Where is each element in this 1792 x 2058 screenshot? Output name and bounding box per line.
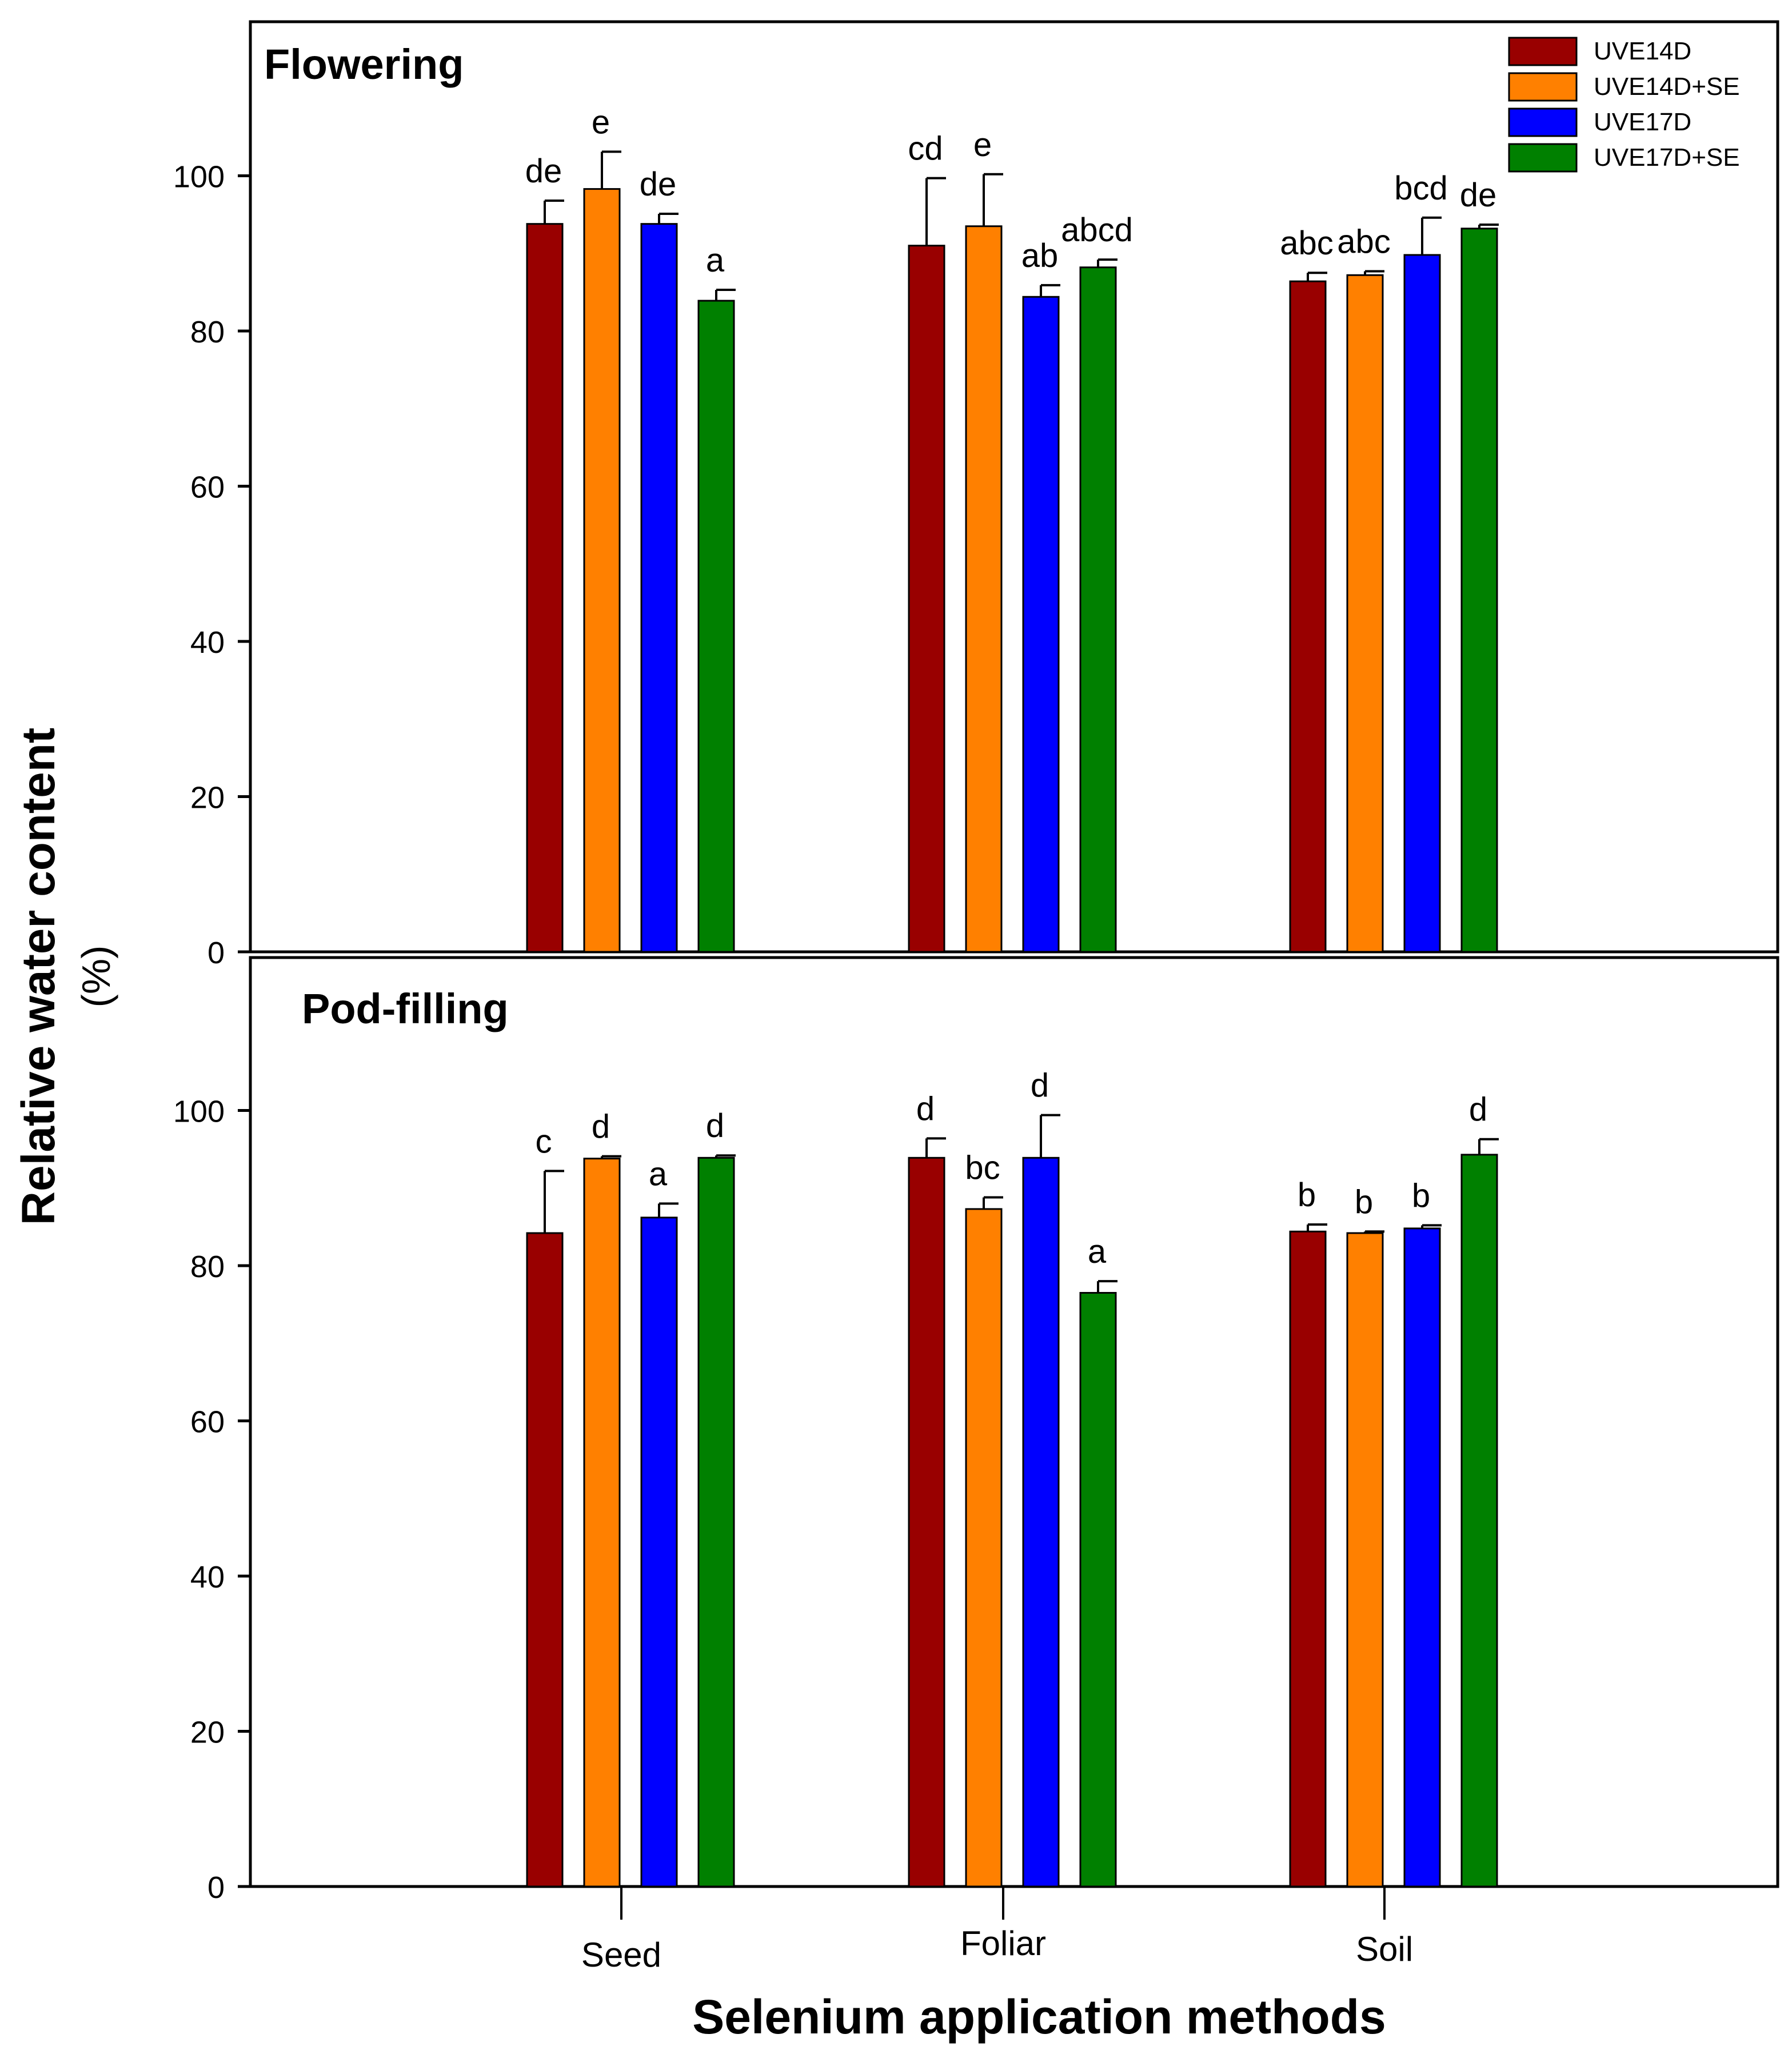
flowering-bar — [908, 245, 945, 953]
pod-filling-bar — [1289, 1230, 1327, 1888]
x-category-label: Foliar — [960, 1924, 1046, 1963]
pod-filling-significance-letter: b — [1298, 1176, 1316, 1214]
flowering-y-tick-label: 80 — [190, 315, 225, 349]
pod-filling-bar — [697, 1156, 735, 1888]
flowering-significance-letter: abcd — [1061, 212, 1133, 249]
flowering-bar — [1079, 266, 1117, 953]
legend-swatch-uve14d — [1508, 37, 1578, 66]
pod-filling-bar — [965, 1208, 1003, 1888]
legend-swatch-uve14d-se — [1508, 72, 1578, 102]
flowering-bar — [526, 223, 564, 953]
flowering-bar — [640, 223, 678, 953]
pod-filling-panel-title: Pod-filling — [302, 985, 509, 1032]
flowering-significance-letter: abc — [1280, 225, 1334, 262]
pod-filling-bar — [1022, 1156, 1060, 1888]
flowering-bar — [697, 300, 735, 953]
flowering-bar — [1289, 280, 1327, 953]
pod-filling-significance-letter: d — [916, 1090, 935, 1127]
pod-filling-bar — [1403, 1227, 1441, 1888]
x-category-label: Seed — [581, 1936, 661, 1974]
flowering-significance-letter: de — [525, 153, 562, 190]
flowering-bar — [1022, 296, 1060, 953]
pod-filling-significance-letter: bc — [965, 1150, 1000, 1187]
flowering-bar — [1460, 228, 1498, 953]
flowering-panel-title: Flowering — [264, 41, 464, 88]
y-axis-title: Relative water content — [13, 728, 65, 1225]
y-axis-title-line1: Relative water content — [13, 728, 65, 1225]
pod-filling-bar — [1346, 1232, 1384, 1888]
flowering-y-tick-label: 0 — [207, 936, 225, 970]
legend-label-uve17d-se: UVE17D+SE — [1594, 143, 1740, 172]
y-axis-title-line2: (%) — [74, 946, 118, 1008]
flowering-bar — [965, 225, 1003, 953]
pod-filling-y-tick-label: 40 — [190, 1560, 225, 1594]
pod-filling-bar — [1079, 1292, 1117, 1888]
pod-filling-significance-letter: c — [536, 1123, 552, 1160]
pod-filling-significance-letter: a — [649, 1155, 668, 1192]
flowering-significance-letter: bcd — [1394, 170, 1448, 207]
flowering-significance-letter: a — [706, 242, 725, 279]
pod-filling-y-tick-label: 60 — [190, 1405, 225, 1439]
legend-swatch-uve17d — [1508, 107, 1578, 137]
x-axis-title: Selenium application methods — [692, 1990, 1386, 2044]
y-axis-unit: (%) — [74, 946, 118, 1008]
flowering-y-tick-label: 20 — [190, 781, 225, 815]
legend-label-uve14d-se: UVE14D+SE — [1594, 73, 1740, 101]
flowering-bar — [1346, 274, 1384, 953]
flowering-y-tick-label: 60 — [190, 470, 225, 505]
pod-filling-significance-letter: a — [1088, 1233, 1107, 1270]
pod-filling-significance-letter: b — [1355, 1183, 1373, 1221]
flowering-bar — [583, 188, 621, 953]
legend-label-uve14d: UVE14D — [1594, 37, 1691, 65]
legend-label-uve17d: UVE17D — [1594, 108, 1691, 136]
pod-filling-bar — [1460, 1154, 1498, 1888]
pod-filling-y-tick-label: 0 — [207, 1870, 225, 1905]
pod-filling-bar — [908, 1156, 945, 1888]
pod-filling-significance-letter: d — [1031, 1067, 1049, 1104]
flowering-significance-letter: e — [973, 126, 992, 163]
flowering-significance-letter: abc — [1337, 223, 1391, 260]
flowering-y-tick-label: 40 — [190, 625, 225, 660]
legend-swatch-uve17d-se — [1508, 143, 1578, 173]
flowering-significance-letter: ab — [1021, 237, 1059, 274]
pod-filling-significance-letter: d — [1469, 1091, 1487, 1128]
pod-filling-y-tick-label: 80 — [190, 1250, 225, 1284]
pod-filling-bar — [583, 1158, 621, 1888]
pod-filling-bar — [640, 1217, 678, 1888]
pod-filling-y-tick-label: 20 — [190, 1716, 225, 1750]
axes-layer: 0 20 40 60 80 100 0 20 40 60 80 100 Seed Foliar Soil — [173, 160, 1413, 1975]
pod-filling-significance-letter: d — [592, 1108, 610, 1146]
flowering-bar — [1403, 254, 1441, 953]
pod-filling-y-tick-label: 100 — [173, 1095, 225, 1129]
legend: UVE14D UVE14D+SE UVE17D UVE17D+SE — [1508, 37, 1740, 173]
flowering-significance-letter: cd — [908, 130, 943, 167]
pod-filling-bar — [526, 1232, 564, 1888]
flowering-significance-letter: e — [592, 103, 610, 141]
flowering-significance-letter: de — [1460, 177, 1497, 214]
pod-filling-significance-letter: b — [1412, 1177, 1430, 1214]
flowering-y-tick-label: 100 — [173, 160, 225, 194]
flowering-significance-letter: de — [640, 166, 677, 203]
x-category-label: Soil — [1356, 1930, 1413, 1968]
pod-filling-significance-letter: d — [706, 1107, 724, 1144]
